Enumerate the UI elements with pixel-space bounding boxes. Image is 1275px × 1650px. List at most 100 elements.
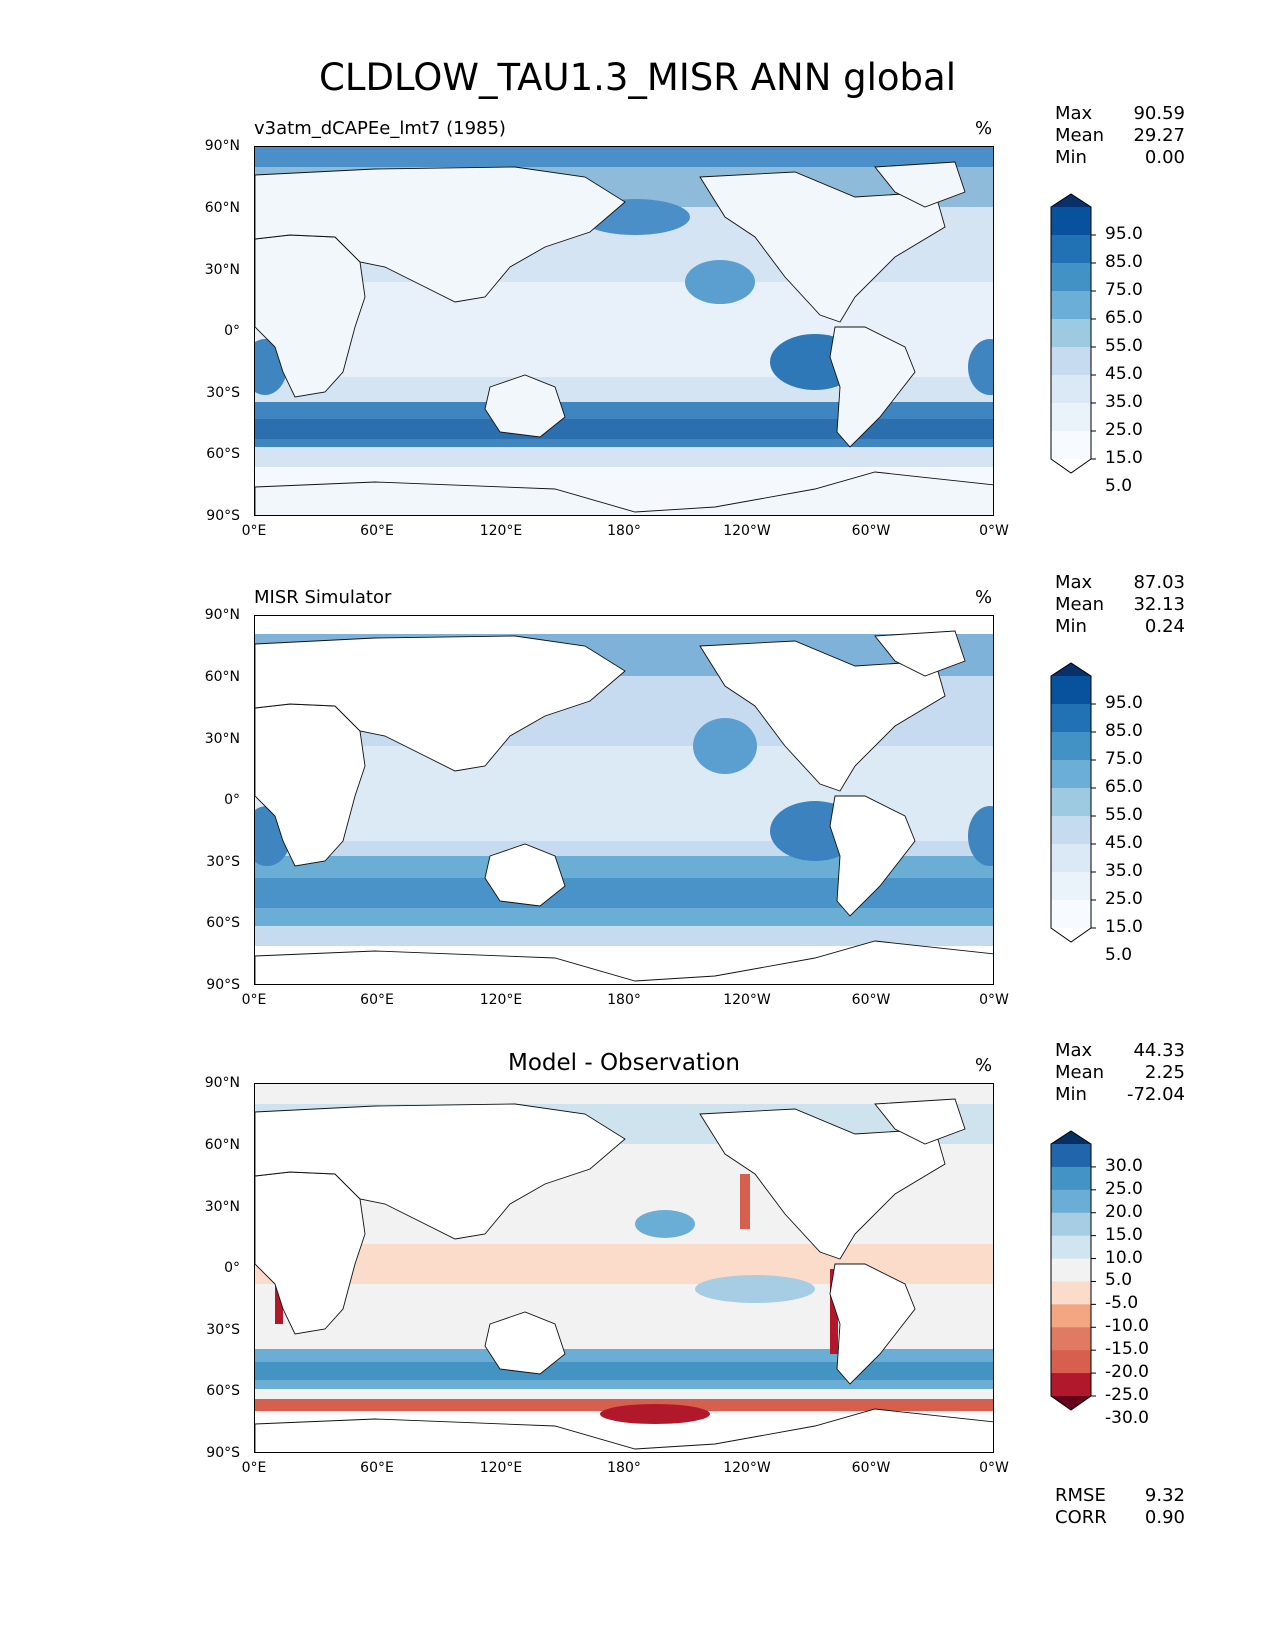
x-tick-label: 120°E (479, 523, 523, 539)
colorbar-segment (1051, 1235, 1091, 1260)
stat-label: Min (1055, 616, 1087, 637)
stat-label: Mean (1055, 594, 1105, 615)
panel-title: Model - Observation (507, 1050, 741, 1076)
colorbar-tick-label: 15.0 (1105, 448, 1143, 468)
y-tick-label: 90°N (204, 607, 240, 623)
colorbar-tick-label: 15.0 (1105, 917, 1143, 937)
california-stratocumulus (693, 718, 757, 774)
colorbar-segment (1051, 872, 1091, 901)
australia (484, 843, 566, 907)
stat-value: 44.33 (1133, 1040, 1185, 1061)
colorbar-tick-label: 65.0 (1105, 308, 1143, 328)
y-tick-label: 60°N (204, 669, 240, 685)
colorbar-segment (1051, 1166, 1091, 1191)
metric-label: RMSE (1055, 1485, 1106, 1506)
central-pacific-positive (695, 1275, 815, 1303)
colorbar-svg (1050, 193, 1096, 474)
y-tick-label: 60°S (206, 446, 240, 462)
colorbar-segment (1051, 1144, 1091, 1168)
metrics-box: RMSE 9.32 CORR 0.90 (1055, 1485, 1185, 1529)
colorbar-segment (1051, 704, 1091, 733)
stat-value: 29.27 (1133, 125, 1185, 146)
y-tick-label: 60°S (206, 1383, 240, 1399)
california-stratocumulus (685, 260, 755, 304)
no-data-arctic (255, 616, 993, 634)
colorbar-extend-max (1051, 1131, 1091, 1144)
stat-value: 90.59 (1133, 103, 1185, 124)
colorbar-segment (1051, 1350, 1091, 1374)
colorbar-segment (1051, 732, 1091, 761)
panel-title: MISR Simulator (254, 587, 392, 608)
colorbar-tick-label: 15.0 (1105, 1224, 1143, 1245)
y-tick-label: 90°S (206, 1445, 240, 1461)
panel-difference: Model - Observation % (0, 1040, 1275, 1528)
map-area (254, 146, 994, 516)
namibia-stratocumulus-east (968, 339, 993, 395)
colorbar-extend-min (1051, 1396, 1091, 1410)
continents (255, 161, 993, 515)
x-tick-label: 120°E (479, 992, 523, 1008)
colorbar-tick-label: 85.0 (1105, 252, 1143, 272)
colorbar-extend-max (1051, 194, 1091, 207)
y-tick-label: 30°N (204, 731, 240, 747)
colorbar-extend-min (1051, 928, 1091, 942)
colorbar-tick-label: 30.0 (1105, 1155, 1143, 1176)
stat-label: Max (1055, 1040, 1093, 1061)
x-tick-label: 60°E (360, 523, 394, 539)
colorbar-tick-label: 35.0 (1105, 861, 1143, 881)
colorbar-segment (1051, 900, 1091, 929)
colorbar-segment (1051, 1281, 1091, 1305)
ross-sea-negative (600, 1404, 710, 1424)
peru-coast-negative (830, 1269, 838, 1354)
north-america (699, 640, 946, 792)
stat-value: 0.24 (1144, 616, 1185, 637)
greenland (874, 161, 966, 208)
colorbar-tick-label: 85.0 (1105, 721, 1143, 741)
colorbar-tick-label: -10.0 (1105, 1316, 1149, 1337)
colorbar-tick-label: 20.0 (1105, 1201, 1143, 1222)
x-tick-label: 60°W (851, 523, 891, 539)
antarctica (255, 471, 993, 515)
greenland (874, 630, 966, 677)
colorbar-segment (1051, 319, 1091, 348)
colorbar-tick-label: 5.0 (1105, 945, 1133, 965)
colorbar-segment (1051, 431, 1091, 460)
stat-value: 87.03 (1133, 572, 1185, 593)
colorbar-segment (1051, 1189, 1091, 1214)
colorbar-segment (1051, 235, 1091, 264)
stat-label: Min (1055, 147, 1087, 168)
north-america (699, 171, 946, 323)
colorbar-tick-label: -25.0 (1105, 1385, 1149, 1405)
colorbar: 95.0 85.0 75.0 65.0 55.0 45.0 35.0 25.0 15.0 5.0 (1050, 662, 1200, 965)
colorbar-tick-label: 95.0 (1105, 224, 1143, 244)
colorbar-segment (1051, 1304, 1091, 1328)
stats-box: Max 90.59 Mean 29.27 Min 0.00 (1055, 103, 1185, 169)
stat-value: -72.04 (1126, 1084, 1185, 1105)
x-tick-label: 120°W (723, 523, 771, 539)
colorbar-svg (1050, 1130, 1096, 1411)
stat-value: 32.13 (1133, 594, 1185, 615)
colorbar-tick-label: -20.0 (1105, 1362, 1149, 1383)
page-title: CLDLOW_TAU1.3_MISR ANN global (319, 56, 956, 99)
colorbar-segment (1051, 291, 1091, 320)
y-tick-label: 30°N (204, 262, 240, 278)
y-tick-label: 0° (224, 792, 240, 808)
colorbar-tick-label: 25.0 (1105, 420, 1143, 440)
stat-label: Max (1055, 572, 1093, 593)
southern-ocean-core (255, 419, 993, 439)
colorbar-tick-label: 65.0 (1105, 777, 1143, 797)
y-tick-label: 60°N (204, 200, 240, 216)
colorbar-extend-max (1051, 663, 1091, 676)
map-area (254, 1083, 994, 1453)
antarctica (255, 940, 993, 984)
colorbar-tick-label: 45.0 (1105, 364, 1143, 384)
colorbar-tick-label: 25.0 (1105, 889, 1143, 909)
colorbar-tick-label: 75.0 (1105, 749, 1143, 769)
stat-label: Mean (1055, 125, 1105, 146)
metric-label: CORR (1055, 1507, 1107, 1528)
units-label: % (975, 587, 993, 608)
map-area (254, 615, 994, 985)
y-tick-label: 90°N (204, 1075, 240, 1091)
antarctic-negative (255, 1399, 993, 1411)
y-tick-label: 30°S (206, 1322, 240, 1338)
